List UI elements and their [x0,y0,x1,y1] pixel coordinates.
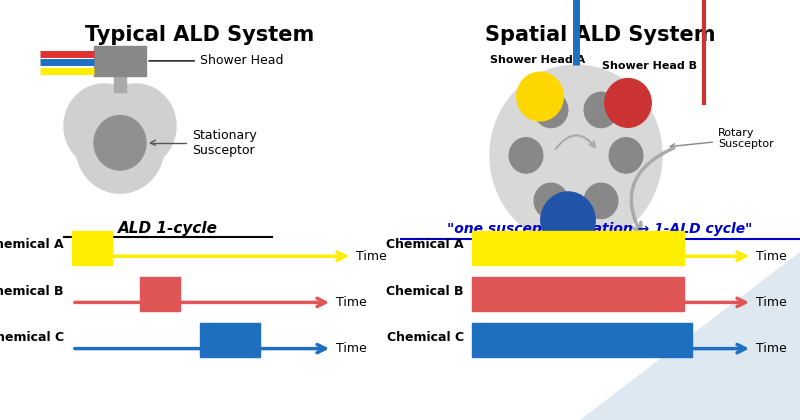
Bar [472,323,692,357]
Text: Chemical A: Chemical A [0,239,64,251]
Text: Time: Time [756,342,786,355]
Text: Stationary
Susceptor: Stationary Susceptor [150,129,257,157]
Bar [94,46,146,76]
Text: ALD 1-cycle: ALD 1-cycle [118,221,218,236]
Circle shape [534,183,568,218]
Text: Typical ALD System: Typical ALD System [86,25,314,45]
Circle shape [64,84,144,168]
Circle shape [96,84,176,168]
Circle shape [584,92,618,128]
Bar [114,76,126,92]
Bar [72,231,112,265]
Text: Spatial ALD System: Spatial ALD System [485,25,715,45]
Circle shape [94,116,146,170]
Bar [140,277,180,311]
Circle shape [490,65,662,246]
Circle shape [534,92,568,128]
Text: Shower Head: Shower Head [149,55,283,67]
Text: Shower Head A: Shower Head A [490,55,586,65]
Circle shape [541,192,595,249]
Bar [472,231,684,265]
Text: Time: Time [336,342,366,355]
Bar [472,277,684,311]
Text: Shower Head C: Shower Head C [473,258,567,268]
Text: Time: Time [756,296,786,309]
Text: Time: Time [356,250,386,262]
Polygon shape [580,252,800,420]
Text: "one susceptor rotation → 1-ALD cycle": "one susceptor rotation → 1-ALD cycle" [447,222,753,236]
Circle shape [517,72,563,121]
Circle shape [605,79,651,127]
Text: Time: Time [336,296,366,309]
Bar [200,323,260,357]
Text: Time: Time [756,250,786,262]
Text: Rotary
Susceptor: Rotary Susceptor [670,128,774,150]
Text: Chemical C: Chemical C [0,331,64,344]
Circle shape [584,183,618,218]
Text: Chemical C: Chemical C [387,331,464,344]
Circle shape [509,138,542,173]
Text: Shower Head B: Shower Head B [602,61,698,71]
Circle shape [76,101,164,193]
Text: Chemical B: Chemical B [386,285,464,297]
Circle shape [610,138,643,173]
Text: Chemical B: Chemical B [0,285,64,297]
Text: Chemical A: Chemical A [386,239,464,251]
